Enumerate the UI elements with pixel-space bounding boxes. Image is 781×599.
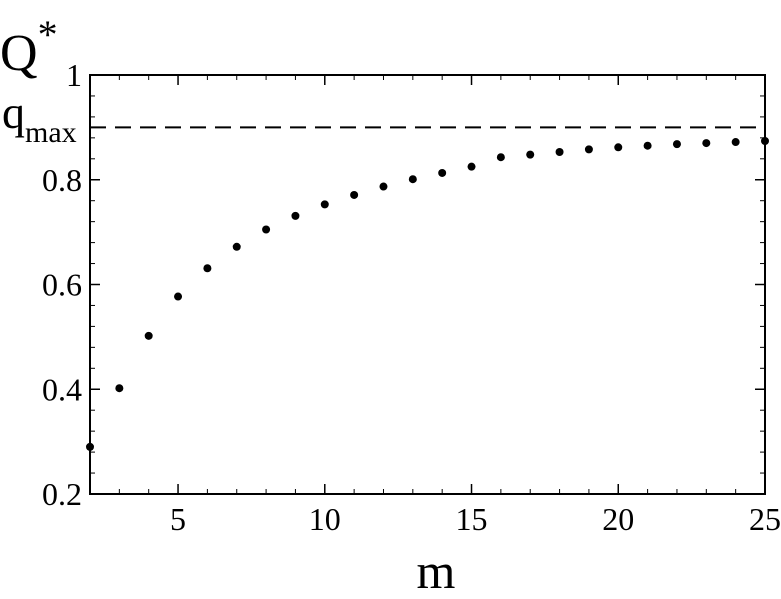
reference-line-label-main: q	[2, 87, 25, 138]
data-point	[555, 147, 564, 156]
reference-line-label: qmax	[2, 87, 77, 149]
x-tick-label: 15	[456, 501, 488, 537]
y-tick-label: 0.2	[42, 476, 82, 512]
x-axis-label: m	[417, 543, 456, 599]
x-tick-label: 5	[170, 501, 186, 537]
data-point	[320, 200, 329, 209]
data-point	[203, 264, 212, 273]
plot-frame	[89, 74, 766, 495]
data-point	[262, 225, 271, 234]
y-tick-label: 0.6	[42, 267, 82, 303]
data-point	[350, 190, 359, 199]
data-point	[584, 145, 593, 154]
data-point	[526, 150, 535, 159]
data-point	[702, 139, 711, 148]
y-axis-label-superscript: *	[38, 12, 58, 57]
y-axis-ticks: 0.2 0.4 0.6 0.8 1	[42, 57, 765, 512]
x-tick-label: 25	[749, 501, 781, 537]
y-tick-label: 0.8	[42, 162, 82, 198]
y-tick-label: 1	[66, 57, 82, 93]
x-axis-ticks: 5 10 15 20 25	[89, 75, 781, 537]
data-point	[672, 140, 681, 149]
data-point	[643, 141, 652, 150]
data-point	[614, 143, 623, 152]
data-point	[438, 168, 447, 177]
y-axis-label-main: Q	[0, 25, 38, 82]
data-points-layer	[86, 136, 769, 451]
data-point	[731, 138, 740, 147]
data-point	[379, 182, 388, 191]
data-point	[408, 175, 417, 184]
reference-line-label-subscript: max	[25, 116, 77, 149]
data-point	[232, 242, 241, 251]
x-tick-label: 20	[602, 501, 634, 537]
data-point	[144, 331, 153, 340]
y-axis-label: Q*	[0, 12, 58, 82]
data-point	[174, 292, 183, 301]
y-tick-label: 0.4	[42, 371, 82, 407]
data-point	[115, 384, 124, 393]
data-point	[291, 211, 300, 220]
data-point	[496, 153, 505, 162]
x-tick-label: 10	[309, 501, 341, 537]
data-point	[467, 162, 476, 171]
